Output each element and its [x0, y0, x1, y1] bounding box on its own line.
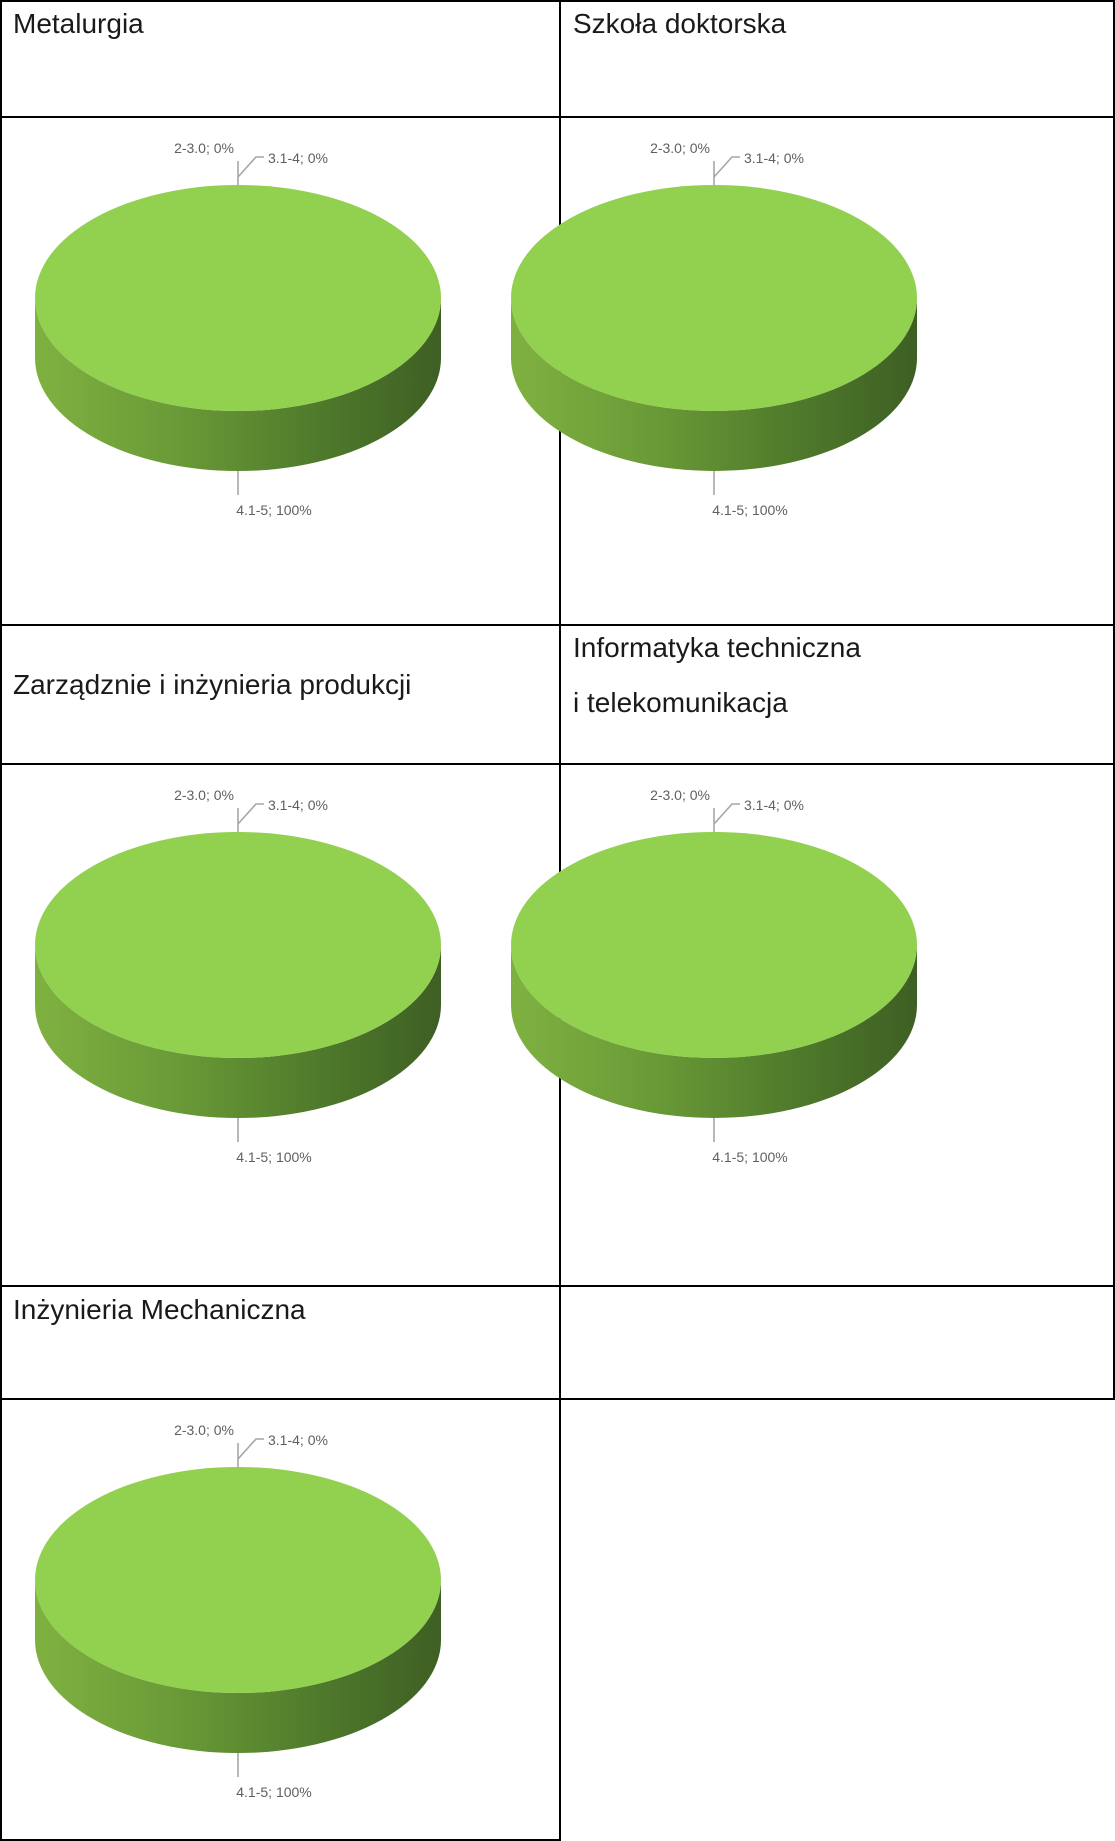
table-border — [0, 1398, 1115, 1400]
data-label-4.1-5: 4.1-5; 100% — [712, 502, 788, 518]
pie-slice-side-4.1-5 — [511, 945, 917, 1118]
data-label-4.1-5: 4.1-5; 100% — [236, 1149, 312, 1165]
data-label-3.1-4: 3.1-4; 0% — [268, 1432, 328, 1448]
data-label-4.1-5: 4.1-5; 100% — [236, 502, 312, 518]
pie-slice-side-4.1-5 — [511, 298, 917, 471]
leader-line-3.1-4 — [713, 156, 740, 178]
cell-title-zarzadzanie: Zarządznie i inżynieria produkcji — [13, 669, 412, 700]
pie-slice-side-4.1-5 — [35, 945, 441, 1118]
data-label-3.1-4: 3.1-4; 0% — [744, 797, 804, 813]
table-border — [0, 116, 1115, 118]
cell-title-inzynieria-mechaniczna: Inżynieria Mechaniczna — [13, 1294, 306, 1325]
table-border — [0, 1285, 1115, 1287]
pie-slice-4.1-5 — [511, 185, 917, 411]
data-label-2-3.0: 2-3.0; 0% — [650, 140, 710, 156]
pie-slice-4.1-5 — [35, 832, 441, 1058]
leader-line-3.1-4 — [237, 803, 264, 825]
pie-chart-metalurgia: 2-3.0; 0% 3.1-4; 0% 4.1-5; 100% — [35, 140, 441, 518]
table-border — [0, 763, 1115, 765]
leader-line-3.1-4 — [237, 1438, 264, 1460]
pie-chart-inzynieria-mechaniczna: 2-3.0; 0% 3.1-4; 0% 4.1-5; 100% — [35, 1422, 441, 1800]
data-label-2-3.0: 2-3.0; 0% — [650, 787, 710, 803]
leader-line-3.1-4 — [237, 156, 264, 178]
cell-title-informatyka-line2: i telekomunikacja — [573, 687, 788, 718]
data-label-3.1-4: 3.1-4; 0% — [744, 150, 804, 166]
table-border — [0, 624, 1115, 626]
pie-slice-4.1-5 — [35, 1467, 441, 1693]
data-label-2-3.0: 2-3.0; 0% — [174, 1422, 234, 1438]
data-label-4.1-5: 4.1-5; 100% — [236, 1784, 312, 1800]
cell-title-metalurgia: Metalurgia — [13, 8, 144, 39]
leader-line-3.1-4 — [713, 803, 740, 825]
table-border — [0, 1839, 560, 1841]
data-label-3.1-4: 3.1-4; 0% — [268, 150, 328, 166]
table-border — [0, 0, 2, 1841]
cell-title-informatyka-line1: Informatyka techniczna — [573, 632, 861, 663]
pie-chart-informatyka: 2-3.0; 0% 3.1-4; 0% 4.1-5; 100% — [511, 787, 917, 1165]
pie-slice-side-4.1-5 — [35, 298, 441, 471]
pie-slice-4.1-5 — [35, 185, 441, 411]
pie-slice-4.1-5 — [511, 832, 917, 1058]
table-border — [1113, 0, 1115, 1399]
data-label-2-3.0: 2-3.0; 0% — [174, 787, 234, 803]
table-border — [0, 0, 1115, 2]
data-label-4.1-5: 4.1-5; 100% — [712, 1149, 788, 1165]
pie-chart-szkola-doktorska: 2-3.0; 0% 3.1-4; 0% 4.1-5; 100% — [511, 140, 917, 518]
data-label-3.1-4: 3.1-4; 0% — [268, 797, 328, 813]
data-label-2-3.0: 2-3.0; 0% — [174, 140, 234, 156]
pie-slice-side-4.1-5 — [35, 1580, 441, 1753]
pie-chart-zarzadzanie: 2-3.0; 0% 3.1-4; 0% 4.1-5; 100% — [35, 787, 441, 1165]
cell-title-szkola-doktorska: Szkoła doktorska — [573, 8, 787, 39]
